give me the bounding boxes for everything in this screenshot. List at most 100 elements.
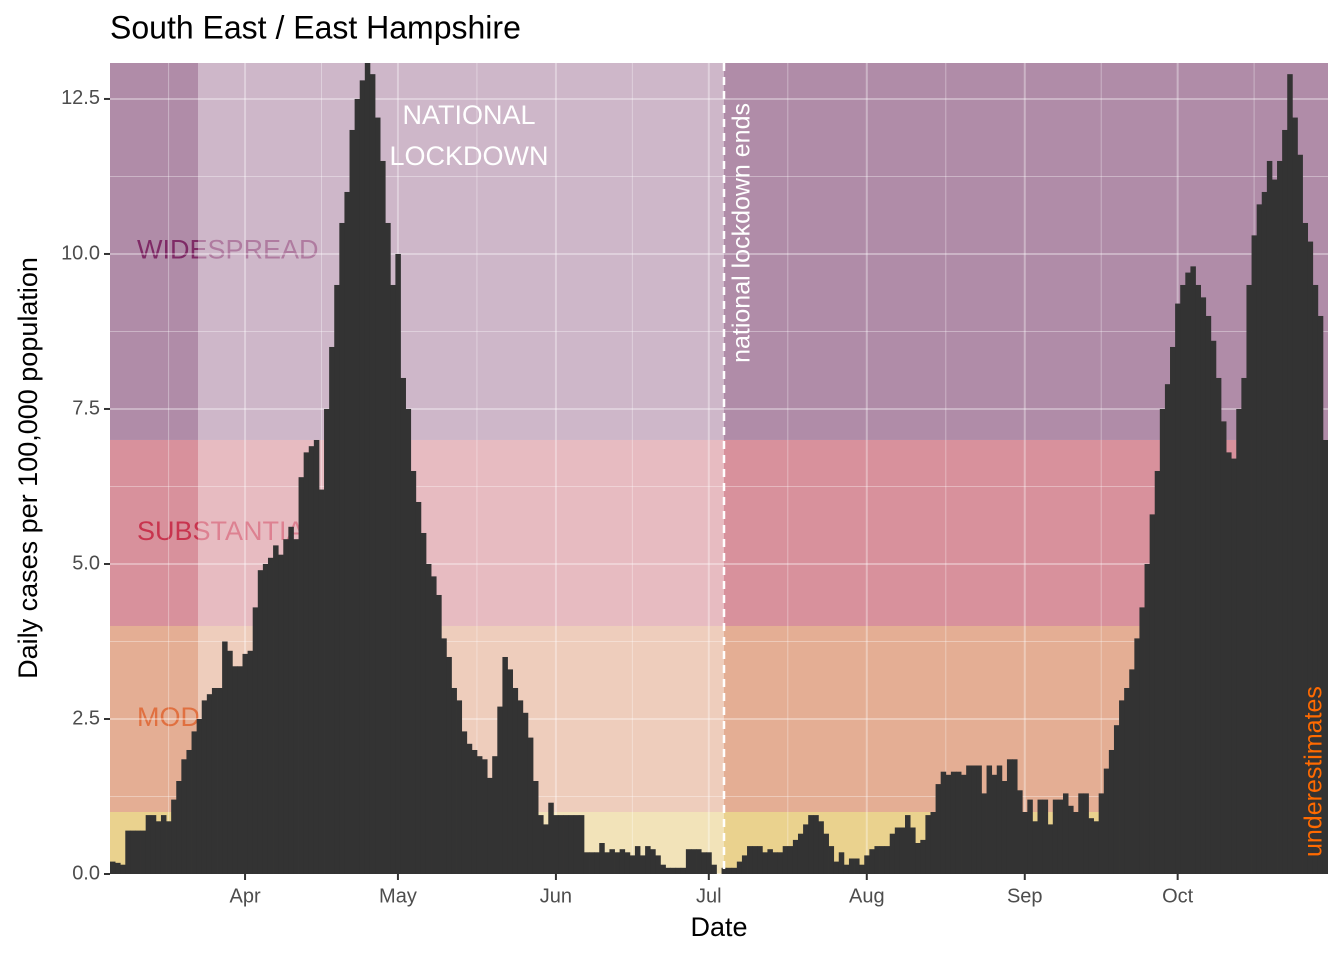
bar [395, 253, 401, 874]
bar [497, 706, 503, 874]
bar [288, 526, 294, 874]
risk-band [110, 63, 1328, 440]
bar [660, 864, 666, 874]
bar [324, 408, 330, 874]
bar [874, 846, 880, 874]
y-tick-label: 12.5 [61, 87, 100, 109]
bar [996, 765, 1003, 874]
bar [935, 784, 942, 874]
bar [492, 756, 498, 874]
bar [308, 446, 315, 874]
bar [1205, 315, 1212, 874]
bar [461, 731, 468, 874]
bar [1200, 297, 1207, 874]
bar [1144, 563, 1151, 874]
bar [476, 756, 483, 874]
bar [859, 864, 865, 874]
bar [1129, 669, 1135, 874]
bar [894, 827, 901, 874]
bar [711, 864, 717, 874]
bar [772, 852, 779, 874]
bar [726, 867, 733, 874]
bar [135, 830, 141, 874]
bar [334, 284, 340, 874]
bar [736, 861, 743, 874]
y-tick-label: 5.0 [72, 552, 100, 574]
bar [155, 821, 162, 874]
bars [110, 63, 1328, 874]
bar [1175, 303, 1181, 874]
bar [257, 570, 264, 874]
bar [1052, 799, 1059, 874]
bar [629, 855, 636, 874]
bar [838, 852, 845, 874]
bar [752, 846, 758, 874]
bar [232, 666, 238, 874]
bar [1083, 793, 1089, 874]
bar [1159, 408, 1166, 874]
bar [436, 594, 442, 874]
bar [1266, 160, 1273, 874]
bar [293, 539, 299, 874]
bar [283, 539, 289, 874]
x-tick-label: May [379, 885, 417, 907]
bar [191, 731, 198, 874]
bar [1057, 799, 1064, 874]
bar [910, 827, 916, 874]
bar [833, 861, 840, 874]
bar [380, 160, 386, 874]
bar [583, 852, 590, 874]
bar [1317, 315, 1324, 874]
bar [624, 852, 631, 874]
lockdown-label: NATIONAL [402, 100, 535, 130]
bar [1073, 811, 1079, 874]
bar [680, 867, 687, 874]
bar [640, 855, 646, 874]
bar [696, 849, 702, 874]
bar [991, 774, 998, 874]
bar [140, 830, 147, 874]
bar [1236, 408, 1242, 874]
bar [1164, 384, 1171, 874]
bar [971, 765, 977, 874]
bar [558, 815, 564, 874]
bar [879, 846, 886, 874]
bar [400, 377, 406, 874]
bar [1282, 129, 1288, 874]
bar [166, 821, 172, 874]
bar [966, 765, 972, 874]
bar [237, 666, 243, 874]
bar [1047, 824, 1054, 874]
bar [731, 867, 738, 874]
bar [950, 771, 957, 874]
bar [196, 718, 203, 874]
bar [843, 864, 850, 874]
bar [1098, 793, 1105, 874]
y-tick-label: 0.0 [72, 862, 100, 884]
bar [706, 852, 712, 874]
bar [415, 501, 422, 874]
bar [298, 477, 305, 874]
bar [655, 855, 661, 874]
bar [1195, 284, 1201, 874]
bar [777, 852, 784, 874]
bar [466, 743, 473, 874]
underestimates-label: underestimates [1300, 686, 1328, 857]
bar [115, 862, 121, 874]
bar [227, 650, 233, 874]
bar [782, 846, 789, 874]
bar [262, 563, 269, 874]
x-tick-label: Sep [1007, 885, 1043, 907]
bar [487, 777, 493, 874]
bar [354, 98, 361, 874]
bar [1078, 793, 1084, 874]
bar [808, 815, 814, 874]
bar [1042, 799, 1049, 874]
bar [961, 774, 967, 874]
bar [1241, 377, 1247, 874]
bar [1307, 241, 1314, 874]
bar [446, 656, 452, 874]
bar [797, 833, 804, 874]
bar [767, 849, 773, 874]
bar [1139, 607, 1145, 874]
